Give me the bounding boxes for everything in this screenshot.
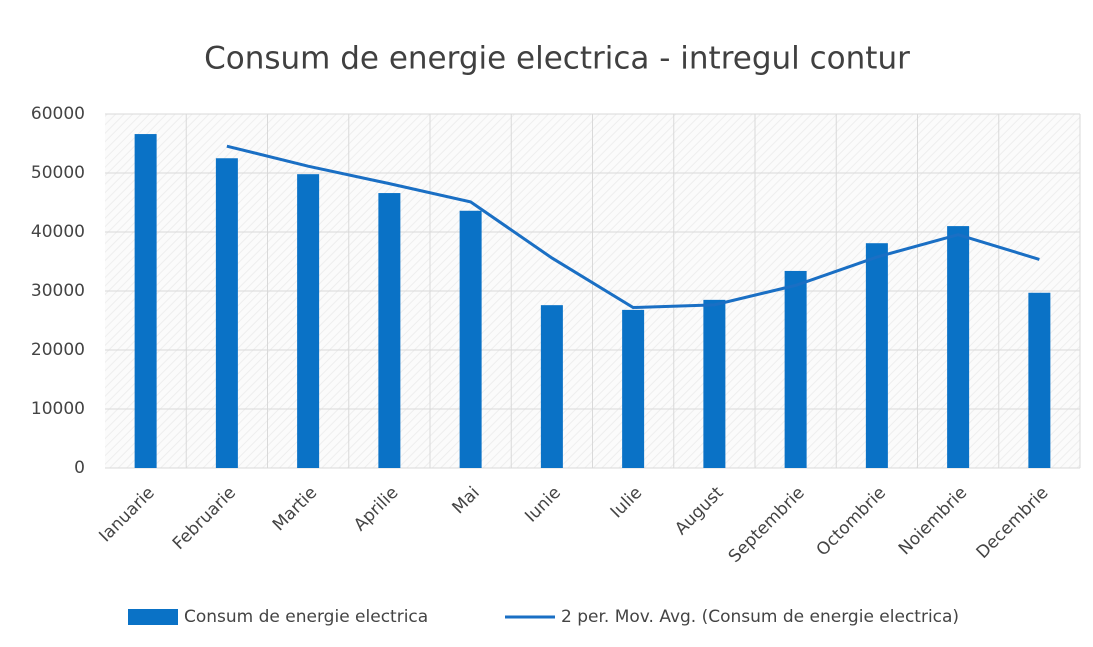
y-tick-label: 40000 bbox=[31, 222, 85, 242]
x-tick-label: August bbox=[671, 483, 727, 539]
legend-swatch bbox=[128, 609, 178, 625]
y-tick-label: 30000 bbox=[31, 281, 85, 301]
bar bbox=[865, 243, 888, 468]
y-tick-label: 50000 bbox=[31, 163, 85, 183]
x-tick-label: Mai bbox=[448, 483, 483, 518]
bar bbox=[703, 299, 726, 468]
bar bbox=[947, 226, 970, 468]
bar bbox=[297, 174, 320, 468]
y-tick-label: 10000 bbox=[31, 399, 85, 419]
x-tick-label: Noiembrie bbox=[895, 483, 971, 559]
bar bbox=[1028, 292, 1051, 468]
chart-title: Consum de energie electrica - intregul c… bbox=[204, 41, 910, 77]
x-tick-label: Octombrie bbox=[813, 483, 890, 560]
legend-label: Consum de energie electrica bbox=[184, 607, 428, 627]
x-tick-label: Decembrie bbox=[973, 483, 1053, 563]
x-tick-label: Aprilie bbox=[350, 483, 402, 535]
x-tick-label: Februarie bbox=[169, 483, 240, 554]
legend-label: 2 per. Mov. Avg. (Consum de energie elec… bbox=[561, 607, 959, 627]
bar bbox=[622, 309, 645, 468]
x-tick-label: Septembrie bbox=[725, 483, 809, 567]
x-tick-label: Iulie bbox=[607, 483, 646, 522]
x-tick-label: Ianuarie bbox=[95, 483, 158, 546]
x-tick-label: Iunie bbox=[521, 483, 565, 527]
x-tick-label: Martie bbox=[269, 483, 321, 535]
bar bbox=[459, 210, 482, 468]
bar bbox=[134, 134, 157, 468]
trend-line bbox=[226, 144, 1040, 310]
bar bbox=[784, 270, 807, 468]
y-tick-label: 0 bbox=[74, 458, 85, 478]
y-tick-label: 60000 bbox=[31, 104, 85, 124]
bar bbox=[378, 193, 401, 468]
bar bbox=[215, 158, 238, 468]
y-tick-label: 20000 bbox=[31, 340, 85, 360]
bar bbox=[540, 305, 563, 468]
